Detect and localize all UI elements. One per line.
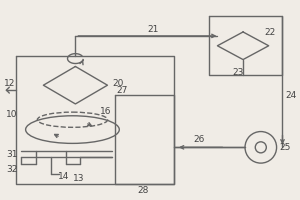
Text: 25: 25 [280, 143, 291, 152]
Text: 16: 16 [100, 107, 112, 116]
Text: 22: 22 [265, 28, 276, 37]
Text: 23: 23 [232, 68, 244, 77]
Text: 10: 10 [6, 110, 18, 119]
Text: 26: 26 [194, 135, 205, 144]
Text: 12: 12 [4, 79, 16, 88]
Text: 27: 27 [117, 86, 128, 95]
Text: 32: 32 [6, 165, 18, 174]
Text: 28: 28 [137, 186, 149, 195]
Text: 14: 14 [58, 172, 69, 181]
Text: 21: 21 [147, 24, 159, 33]
Text: 31: 31 [6, 150, 18, 159]
Text: 13: 13 [73, 174, 84, 183]
Text: 20: 20 [112, 79, 123, 88]
Text: 24: 24 [286, 91, 297, 100]
